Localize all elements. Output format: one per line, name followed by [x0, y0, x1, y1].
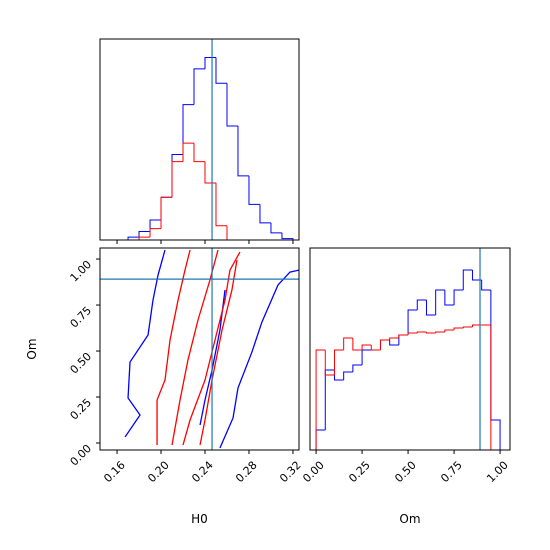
x-axis-label: Om	[399, 512, 420, 526]
hist-bin	[389, 337, 399, 340]
hist-bin	[471, 324, 482, 327]
hist-bin	[407, 309, 418, 335]
hist-bin	[315, 429, 326, 450]
hist-bin	[324, 350, 335, 376]
hist-bin	[490, 325, 501, 450]
hist-bin	[160, 196, 173, 229]
hist-bin	[182, 142, 195, 162]
x-tick-label: 0.28	[233, 459, 260, 486]
hist-bin	[361, 349, 372, 365]
hist-bin	[379, 339, 390, 350]
hist-bin	[270, 222, 282, 234]
x-tick-label: 0.00	[300, 459, 327, 486]
hist-bin	[379, 339, 390, 350]
hist-bin	[204, 57, 216, 69]
hist-bin	[462, 269, 473, 290]
hist-bin	[324, 369, 335, 430]
hist-bin	[226, 225, 238, 240]
contour-line	[182, 251, 241, 446]
x-tick-label: 0.32	[277, 459, 304, 486]
hist-bin	[416, 331, 427, 333]
hist-bin	[462, 326, 473, 328]
contour-line	[219, 269, 299, 449]
hist-bin	[453, 289, 464, 305]
hist-bin	[204, 161, 216, 184]
axes-frame	[99, 247, 300, 451]
hist-bin	[361, 344, 372, 350]
hist-bin	[444, 290, 455, 306]
hist-bin	[435, 289, 445, 315]
y-tick-label: 0.75	[68, 304, 95, 331]
axes-frame	[309, 247, 511, 451]
hist-bin	[389, 340, 399, 346]
hist-bin	[226, 83, 238, 127]
hist-bin	[444, 329, 455, 332]
axes-frame	[99, 38, 300, 241]
x-tick-label: 0.16	[101, 459, 128, 486]
x-axis-label: H0	[191, 512, 208, 526]
hist-bin	[160, 196, 173, 221]
y-tick-label: 0.50	[68, 350, 95, 377]
hist-bin	[471, 270, 482, 281]
contour-line	[171, 249, 219, 446]
y-tick-label: 0.00	[68, 442, 95, 469]
hist-bin	[407, 332, 418, 335]
hist-bin	[138, 236, 151, 240]
hist-bin	[398, 334, 409, 338]
x-tick-label: 0.50	[392, 459, 419, 486]
hist-bin	[343, 337, 353, 350]
hist-bin	[315, 349, 326, 450]
contour-line	[124, 249, 166, 438]
hist-bin	[215, 57, 227, 84]
y-tick-label: 1.00	[68, 258, 95, 285]
hist-bin	[333, 370, 344, 381]
hist-bin	[490, 290, 501, 450]
hist-bin	[193, 143, 205, 163]
x-tick-label: 0.20	[145, 459, 172, 486]
y-tick-label: 0.25	[68, 396, 95, 423]
hist-bin	[182, 104, 195, 155]
hist-bin	[138, 230, 151, 238]
hist-bin	[215, 182, 227, 227]
hist-bin	[259, 204, 271, 224]
contour-line	[156, 249, 191, 446]
hist-bin	[370, 345, 381, 351]
hist-bin	[352, 338, 363, 351]
hist-bin	[398, 334, 409, 345]
hist-bin	[343, 371, 353, 380]
hist-bin	[149, 228, 162, 238]
hist-bin	[193, 68, 205, 105]
x-tick-label: 0.24	[189, 459, 216, 486]
x-tick-label: 0.75	[438, 459, 465, 486]
hist-bin	[425, 300, 436, 316]
hist-bin	[352, 364, 363, 372]
hist-bin	[171, 153, 184, 198]
hist-bin	[435, 331, 445, 333]
hist-bin	[237, 125, 249, 177]
hist-bin	[416, 299, 427, 310]
x-tick-label: 0.25	[346, 459, 373, 486]
x-tick-label: 1.00	[484, 459, 511, 486]
hist-bin	[248, 175, 260, 205]
hist-bin	[333, 349, 344, 375]
hist-bin	[149, 219, 162, 232]
contour-line	[199, 259, 238, 446]
hist-bin	[425, 332, 436, 334]
hist-bin	[281, 232, 294, 240]
hist-bin	[453, 327, 464, 330]
hist-bin	[481, 280, 491, 291]
y-axis-label: Om	[25, 338, 39, 359]
hist-bin	[171, 161, 184, 198]
hist-bin	[127, 236, 140, 240]
